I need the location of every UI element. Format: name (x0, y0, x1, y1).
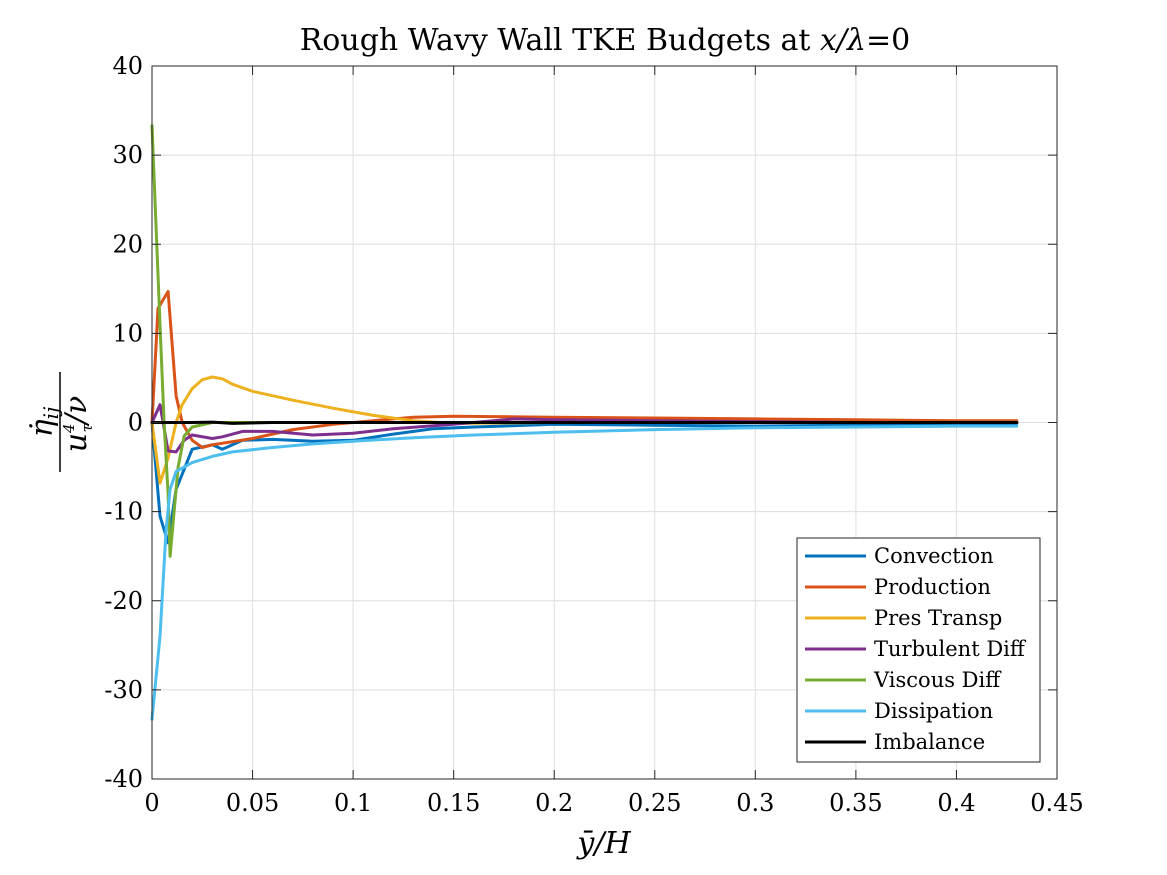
title-prefix: Rough Wavy Wall TKE Budgets at (300, 23, 820, 58)
legend-label-dissipation: Dissipation (874, 699, 993, 723)
title-suffix: =0 (866, 23, 910, 58)
y-axis-label: η̇ij u4τ/ν (25, 372, 96, 472)
x-tick-label: 0.2 (535, 789, 573, 817)
series-line-convection (150, 421, 1019, 545)
series-line-turbulent-diff (150, 403, 1019, 454)
tick-labels: 0 0.05 0.1 0.15 0.2 0.25 0.3 0.35 0.4 0.45 -40 -30 -… (104, 52, 1083, 817)
title-variable: x/λ (820, 23, 866, 58)
legend-label-viscous-diff: Viscous Diff (873, 668, 1002, 692)
legend-label-convection: Convection (874, 544, 994, 568)
series-line-production (150, 290, 1019, 449)
series-line-dissipation (150, 424, 1019, 721)
x-tick-label: 0.4 (937, 789, 975, 817)
x-tick-label: 0.3 (736, 789, 774, 817)
x-tick-label: 0.05 (226, 789, 279, 817)
x-tick-label: 0.25 (628, 789, 681, 817)
legend-label-turbulent-diff: Turbulent Diff (874, 637, 1027, 661)
series-lines (150, 124, 1019, 721)
x-tick-label: 0.35 (829, 789, 882, 817)
x-tick-label: 0.1 (334, 789, 372, 817)
legend-label-pres-transp: Pres Transp (874, 606, 1002, 630)
y-tick-label: -40 (104, 765, 143, 793)
y-tick-label: 20 (112, 230, 143, 258)
y-axis-label-numerator: η̇ij (25, 407, 63, 438)
legend: Convection Production Pres Transp Turbulent… (796, 537, 1041, 763)
y-tick-label: 10 (112, 319, 143, 347)
y-tick-label: -30 (104, 676, 143, 704)
x-tick-label: 0.15 (427, 789, 480, 817)
y-tick-label: 40 (112, 52, 143, 80)
y-tick-label: -10 (104, 498, 143, 526)
series-line-imbalance (150, 420, 1019, 425)
series-line-viscous-diff (150, 124, 1019, 558)
x-axis-label: ȳ/H (575, 826, 631, 861)
y-tick-label: 30 (112, 141, 143, 169)
legend-label-production: Production (874, 575, 991, 599)
x-tick-label: 0 (144, 789, 159, 817)
legend-label-imbalance: Imbalance (874, 730, 985, 754)
y-tick-label: 0 (128, 409, 143, 437)
y-tick-label: -20 (104, 587, 143, 615)
tick-marks (151, 65, 1058, 780)
chart-title: Rough Wavy Wall TKE Budgets at x/λ=0 (300, 23, 911, 58)
y-axis-label-denominator: u4τ/ν (59, 396, 96, 453)
x-tick-label: 0.45 (1030, 789, 1083, 817)
